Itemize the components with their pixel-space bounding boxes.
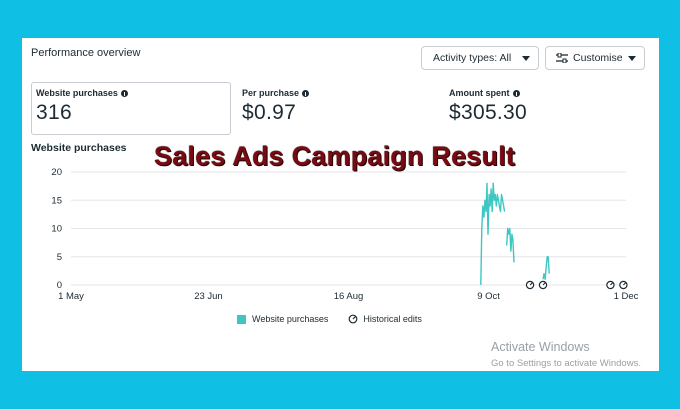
selected-metric-card[interactable] <box>31 82 231 135</box>
customise-icon <box>556 53 568 63</box>
chart-title: Website purchases <box>31 142 127 154</box>
watermark-line2: Go to Settings to activate Windows. <box>491 358 641 369</box>
activity-types-label: Activity types: All <box>433 52 512 64</box>
chevron-down-icon <box>522 56 530 61</box>
metric-amount-spent[interactable]: Amount spent $305.30 <box>449 88 527 125</box>
y-tick-label: 5 <box>57 252 62 263</box>
metric-label: Amount spent <box>449 88 510 98</box>
y-tick-label: 0 <box>57 280 62 291</box>
metric-label: Per purchase <box>242 88 300 98</box>
overlay-title: Sales Ads Campaign Result <box>154 141 516 171</box>
metric-value: $305.30 <box>449 101 528 124</box>
historical-edit-marker <box>619 280 628 290</box>
customise-label: Customise <box>573 52 623 64</box>
watermark-line1: Activate Windows <box>491 340 590 354</box>
y-tick-label: 10 <box>51 224 62 235</box>
activity-types-dropdown[interactable]: Activity types: All <box>421 46 539 70</box>
metric-website-purchases[interactable]: Website purchases 316 <box>36 88 128 125</box>
series-line <box>480 182 506 286</box>
info-icon[interactable] <box>512 89 520 97</box>
windows-activation-watermark: Activate Windows Go to Settings to activ… <box>491 340 641 369</box>
legend-historical-edits[interactable]: Historical edits <box>363 314 422 324</box>
info-icon[interactable] <box>302 89 310 97</box>
x-tick-label: 1 May <box>58 291 84 302</box>
metric-value: $0.97 <box>242 101 297 124</box>
legend-website-purchases[interactable]: Website purchases <box>252 314 329 324</box>
y-tick-label: 20 <box>51 167 62 178</box>
historical-edit-marker <box>606 280 615 290</box>
panel-title: Performance overview <box>31 47 141 59</box>
chevron-down-icon <box>628 56 636 61</box>
series-line <box>542 256 550 281</box>
x-tick-label: 9 Oct <box>477 291 500 302</box>
x-tick-label: 16 Aug <box>334 291 364 302</box>
y-tick-label: 15 <box>51 195 62 206</box>
historical-edits-icon <box>348 314 358 324</box>
legend-swatch <box>237 314 246 324</box>
purchases-chart: 20 15 10 5 0 1 May 23 Jun 16 Aug 9 Oct 1 Dec <box>51 167 639 302</box>
metric-per-purchase[interactable]: Per purchase $0.97 <box>242 88 310 125</box>
info-icon[interactable] <box>120 89 128 97</box>
metric-value: 316 <box>36 101 72 124</box>
performance-panel: Performance overview Activity types: All… <box>22 38 659 371</box>
x-tick-label: 1 Dec <box>614 291 639 302</box>
metric-label: Website purchases <box>36 88 118 98</box>
customise-dropdown[interactable]: Customise <box>545 46 645 70</box>
series-line <box>506 227 515 263</box>
historical-edit-marker <box>538 280 548 290</box>
x-tick-label: 23 Jun <box>194 291 223 302</box>
chart-legend: Website purchases Historical edits <box>237 314 422 324</box>
historical-edit-marker <box>525 280 535 290</box>
